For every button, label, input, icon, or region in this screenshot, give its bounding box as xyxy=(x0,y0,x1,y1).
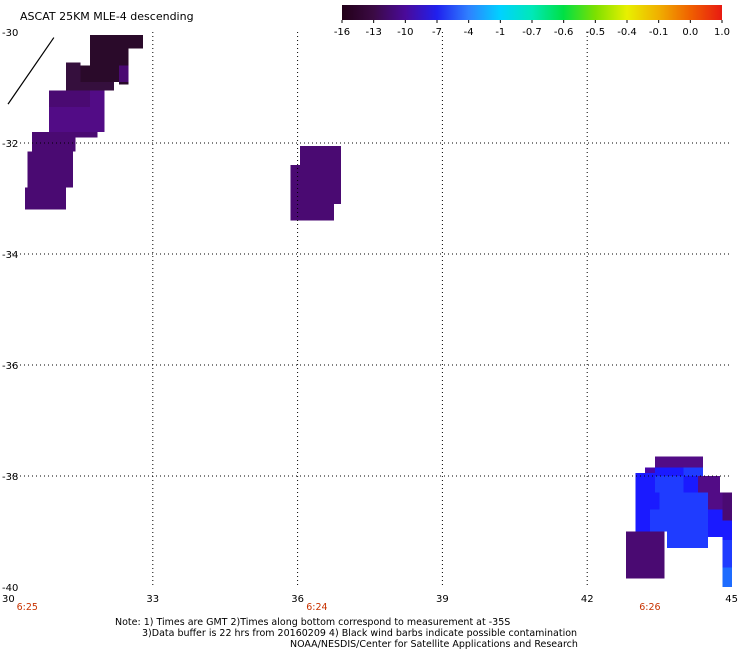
heatmap-cell xyxy=(65,62,81,82)
heatmap-cell xyxy=(49,106,98,132)
heatmap-cell xyxy=(649,509,675,532)
colorbar-label: -0.1 xyxy=(649,27,669,38)
y-tick-label: -36 xyxy=(2,361,18,372)
heatmap-cell xyxy=(654,467,684,476)
colorbar-label: -13 xyxy=(365,27,381,38)
heatmap-cell xyxy=(683,467,704,476)
heatmap-cell xyxy=(707,509,723,532)
colorbar-label: -7 xyxy=(432,27,442,38)
heatmap-cell xyxy=(90,56,115,66)
colorbar-label: 0.0 xyxy=(682,27,698,38)
colorbar-label: -10 xyxy=(397,27,413,38)
heatmap-cell xyxy=(654,456,704,468)
heatmap-cell xyxy=(49,90,91,107)
heatmap-cell xyxy=(90,34,144,49)
heatmap-cell xyxy=(27,151,74,188)
heatmap-cell xyxy=(61,131,98,138)
colorbar-label: 1.0 xyxy=(714,27,730,38)
time-label: 6:25 xyxy=(17,602,38,613)
x-tick-label: 33 xyxy=(146,594,159,605)
y-tick-label: -32 xyxy=(2,139,18,150)
y-tick-label: -40 xyxy=(2,583,18,594)
colorbar-label: -0.5 xyxy=(586,27,606,38)
heatmap-cell xyxy=(65,81,115,91)
x-tick-labels: 30 33 36 39 42 45 xyxy=(2,594,738,605)
y-tick-label: -30 xyxy=(2,28,18,39)
heatmap-cell xyxy=(674,509,708,532)
heatmap-cell xyxy=(24,187,66,210)
heatmap-cell xyxy=(119,81,129,85)
note-line-3: NOAA/NESDIS/Center for Satellite Applica… xyxy=(290,639,578,650)
heatmap-cell xyxy=(659,492,689,510)
x-tick-label: 42 xyxy=(581,594,594,605)
heatmap-cell xyxy=(666,531,708,549)
heatmap-cell xyxy=(635,509,650,532)
heatmap-cell xyxy=(80,65,120,82)
heatmap-cell xyxy=(300,145,342,166)
time-label: 6:24 xyxy=(306,602,327,613)
wind-barb xyxy=(7,37,55,105)
colorbar-label: -0.6 xyxy=(554,27,574,38)
x-tick-label: 45 xyxy=(725,594,738,605)
heatmap-cell xyxy=(722,539,732,568)
heatmap-cell xyxy=(290,165,342,205)
heatmap-cell xyxy=(635,492,660,510)
heatmap-cell xyxy=(688,492,708,510)
note-line-2: 3)Data buffer is 22 hrs from 20160209 4)… xyxy=(142,628,577,639)
heatmap-cell xyxy=(722,520,732,540)
heatmap-cell xyxy=(722,567,732,587)
heatmap-cell xyxy=(97,120,105,132)
time-labels: 6:25 6:24 6:26 xyxy=(17,602,661,613)
heatmap-cell xyxy=(707,531,723,538)
y-tick-label: -38 xyxy=(2,472,18,483)
heatmap-cell xyxy=(654,476,684,493)
heatmap-cell xyxy=(683,476,699,493)
x-tick-label: 36 xyxy=(291,594,304,605)
heatmap-cell xyxy=(698,476,720,493)
heatmap-cell xyxy=(114,56,129,66)
colorbar-label: -0.4 xyxy=(617,27,637,38)
colorbar-label: -16 xyxy=(334,27,350,38)
heatmap-cell xyxy=(645,467,655,474)
heatmap-cell xyxy=(32,131,76,152)
x-tick-label: 39 xyxy=(436,594,449,605)
heatmap-cells xyxy=(24,34,732,587)
heatmap-cell xyxy=(119,65,129,82)
time-label: 6:26 xyxy=(639,602,660,613)
heatmap-cell xyxy=(707,492,723,510)
heatmap-cell xyxy=(635,473,655,493)
y-tick-label: -34 xyxy=(2,250,18,261)
colorbar: -16 -13 -10 -7 -4 -1 -0.7 -0.6 -0.5 -0.4 -0.1 0.0 1.… xyxy=(334,5,730,38)
heatmap-cell xyxy=(290,204,334,221)
gridlines xyxy=(8,32,732,587)
heatmap-cell xyxy=(90,48,115,57)
heatmap-cell xyxy=(722,492,732,521)
colorbar-label: -4 xyxy=(464,27,474,38)
colorbar-label: -0.7 xyxy=(522,27,542,38)
wind-barb-line xyxy=(7,37,55,105)
colorbar-gradient xyxy=(342,5,722,20)
heatmap-cell xyxy=(114,48,129,57)
note-line-1: Note: 1) Times are GMT 2)Times along bot… xyxy=(115,617,510,628)
heatmap-cell xyxy=(625,531,665,579)
colorbar-label: -1 xyxy=(495,27,505,38)
chart-title: ASCAT 25KM MLE-4 descending xyxy=(20,10,194,23)
x-tick-label: 30 xyxy=(2,594,15,605)
y-tick-labels: -30 -32 -34 -36 -38 -40 xyxy=(2,28,18,594)
